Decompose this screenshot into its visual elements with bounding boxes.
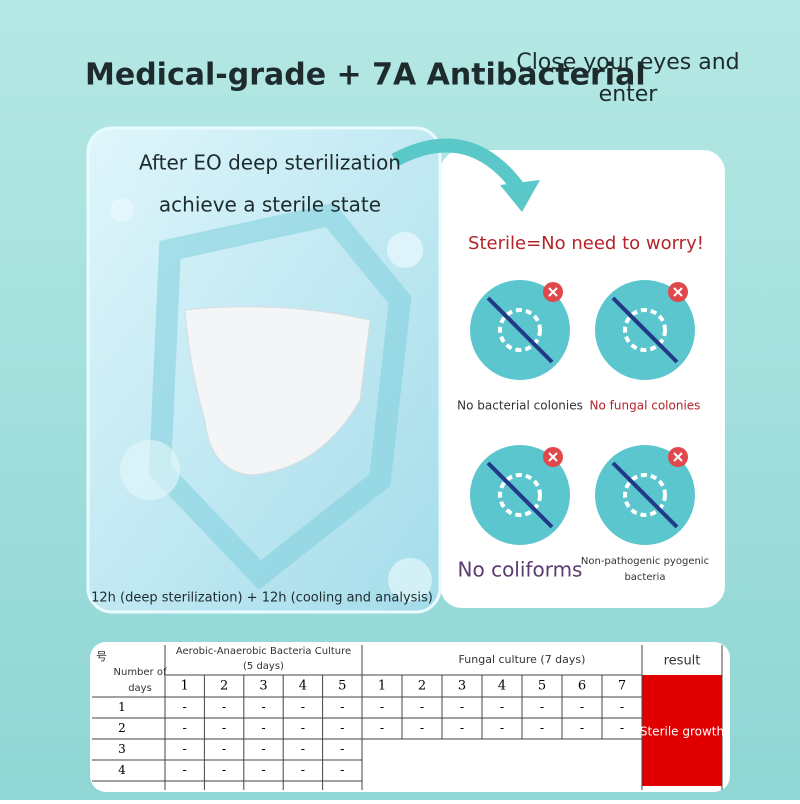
group-header: Aerobic-Anaerobic Bacteria Culture (5 day…: [176, 646, 351, 672]
table-cell: -: [580, 721, 584, 735]
table-cell: -: [261, 742, 265, 756]
right-heading: Sterile=No need to worry!: [468, 233, 704, 254]
table-cell: -: [222, 763, 226, 777]
icon-x: [673, 287, 683, 297]
table-cell: -: [301, 742, 305, 756]
table-cell: -: [222, 700, 226, 714]
arrow-head: [500, 180, 540, 212]
table-cell: -: [340, 700, 344, 714]
title: Medical-grade + 7A Antibacterial: [85, 58, 646, 93]
day-number: 4: [299, 679, 307, 694]
table-cell: -: [183, 721, 187, 735]
side-text: Close your eyes and: [516, 50, 739, 75]
icon-slash: [486, 296, 554, 364]
row-label: 2: [118, 721, 126, 735]
table-cell: -: [183, 700, 187, 714]
day-number: 1: [181, 679, 189, 694]
table-cell: -: [420, 721, 424, 735]
table-corner: 号: [96, 650, 107, 663]
table-cell: -: [301, 763, 305, 777]
left-line-1: After EO deep sterilization: [139, 151, 401, 175]
day-number: 4: [498, 679, 506, 694]
day-number: 5: [338, 679, 346, 694]
item-label: No bacterial colonies: [457, 399, 583, 413]
row-label: 4: [118, 763, 126, 777]
table-cell: -: [301, 721, 305, 735]
table-cell: -: [183, 742, 187, 756]
icon-germ: [498, 473, 542, 517]
icon-x: [548, 287, 558, 297]
table-cell: -: [380, 721, 384, 735]
group-header: Fungal culture (7 days): [459, 653, 586, 666]
table-cell: -: [340, 721, 344, 735]
table-cell: -: [261, 700, 265, 714]
day-number: 1: [378, 679, 386, 694]
bubble: [387, 232, 423, 268]
icon-germ: [623, 473, 667, 517]
bubble: [120, 440, 180, 500]
table-cell: -: [580, 700, 584, 714]
table-cell: -: [420, 700, 424, 714]
table-cell: -: [340, 742, 344, 756]
row-header: Number of days: [114, 667, 167, 694]
table-cell: -: [222, 742, 226, 756]
icon-x: [673, 452, 683, 462]
arrow: [391, 138, 526, 195]
table-cell: -: [460, 700, 464, 714]
table-cell: -: [540, 721, 544, 735]
day-number: 5: [538, 679, 546, 694]
bubble: [388, 558, 432, 602]
result-cell: [642, 675, 722, 786]
row-label: 1: [118, 700, 126, 714]
left-line-2: achieve a sterile state: [159, 193, 381, 217]
day-number: 7: [618, 679, 626, 694]
right-card: [440, 150, 725, 608]
table-cell: -: [500, 721, 504, 735]
table-cell: -: [620, 721, 624, 735]
table-cell: -: [620, 700, 624, 714]
day-number: 6: [578, 679, 586, 694]
table-cell: -: [460, 721, 464, 735]
result-text: Sterile growth: [640, 725, 724, 739]
item-label: No fungal colonies: [590, 399, 701, 413]
icon-germ: [623, 308, 667, 352]
icon-slash: [611, 296, 679, 364]
day-number: 3: [458, 679, 466, 694]
product: [184, 306, 371, 476]
icon-slash: [611, 461, 679, 529]
table-cell: -: [222, 721, 226, 735]
result-header: result: [664, 654, 701, 669]
day-number: 2: [220, 679, 228, 694]
table-cell: -: [301, 700, 305, 714]
bubble: [110, 198, 134, 222]
item-label: Non-pathogenic pyogenic bacteria: [581, 556, 709, 583]
icon-slash: [486, 461, 554, 529]
item-label: No coliforms: [458, 558, 583, 582]
side-text-2: enter: [599, 82, 659, 107]
table-cell: -: [261, 721, 265, 735]
day-number: 2: [418, 679, 426, 694]
icon-x: [548, 452, 558, 462]
row-label: 3: [118, 742, 126, 756]
icon-germ: [498, 308, 542, 352]
table-cell: -: [183, 763, 187, 777]
table-card: [90, 642, 730, 792]
table-cell: -: [380, 700, 384, 714]
table-cell: -: [261, 763, 265, 777]
day-number: 3: [259, 679, 267, 694]
table-cell: -: [340, 763, 344, 777]
left-footer: 12h (deep sterilization) + 12h (cooling …: [91, 591, 433, 606]
table-cell: -: [500, 700, 504, 714]
table-cell: -: [540, 700, 544, 714]
